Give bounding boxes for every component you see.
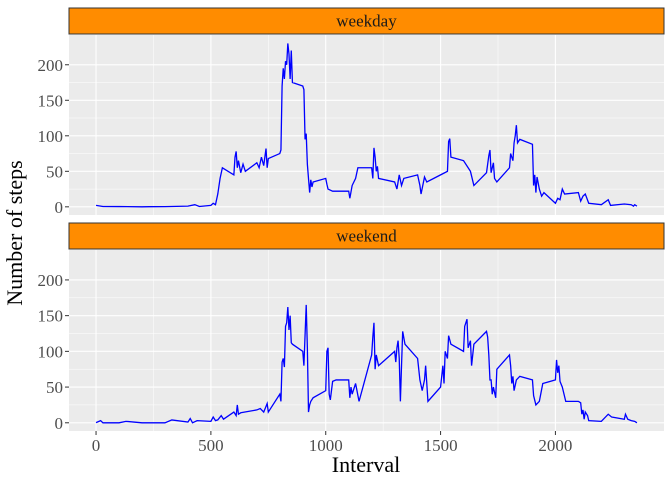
data-line <box>95 304 638 424</box>
data-line <box>95 43 638 208</box>
panel-bg <box>69 35 664 215</box>
y-tick-label: 100 <box>38 342 64 361</box>
y-tick-label: 50 <box>46 162 63 181</box>
y-tick-label: 150 <box>38 91 64 110</box>
x-tick-label: 2000 <box>538 436 572 455</box>
strip-title: weekend <box>336 227 397 246</box>
strip <box>68 7 665 35</box>
y-tick-label: 100 <box>38 127 64 146</box>
y-tick-label: 0 <box>55 414 64 433</box>
strip-title: weekday <box>336 12 397 31</box>
panel-bg <box>69 250 664 431</box>
y-tick-label: 0 <box>55 198 64 217</box>
y-tick-label: 150 <box>38 307 64 326</box>
y-tick-label: 200 <box>38 271 64 290</box>
y-tick-label: 200 <box>38 56 64 75</box>
x-tick-label: 1000 <box>309 436 343 455</box>
x-tick-label: 500 <box>198 436 224 455</box>
y-axis-label: Number of steps <box>2 160 27 305</box>
x-tick-label: 0 <box>92 436 101 455</box>
x-axis-label: Interval <box>332 452 400 477</box>
strip <box>68 222 665 250</box>
y-tick-label: 50 <box>46 378 63 397</box>
x-tick-label: 1500 <box>424 436 458 455</box>
